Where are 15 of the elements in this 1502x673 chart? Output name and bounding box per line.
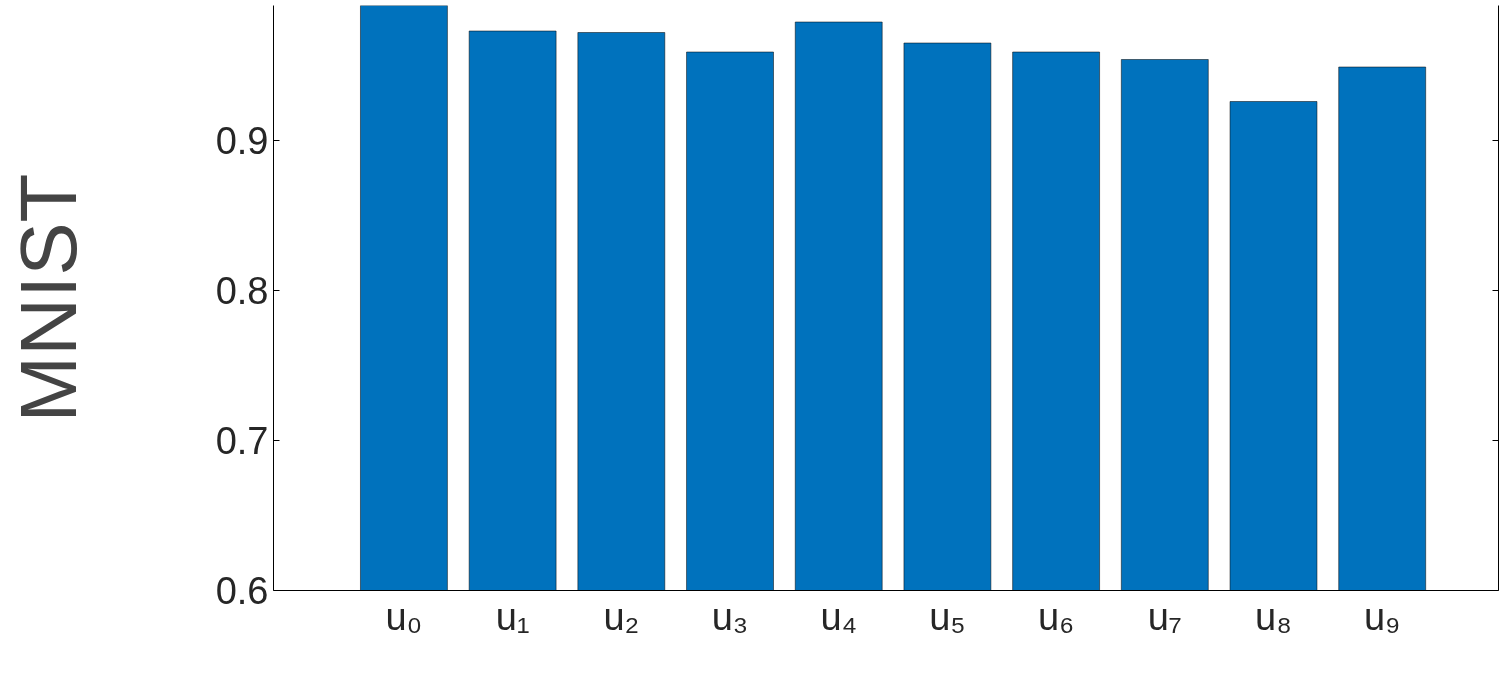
x-tick-label: u₅ <box>929 595 966 638</box>
x-tick-label: u₃ <box>711 595 749 638</box>
x-tick-label: u₄ <box>820 595 858 638</box>
y-tick-label: 0.8 <box>215 270 269 312</box>
x-tick-label: u₇ <box>1147 595 1182 638</box>
x-tick-label: u₆ <box>1037 595 1075 638</box>
x-tick-label: u₀ <box>385 595 423 638</box>
y-tick-label: 0.6 <box>215 570 269 612</box>
y-axis-title: MNIST <box>3 173 93 423</box>
x-tick-label: u₂ <box>603 595 640 638</box>
x-tick-label: u₁ <box>495 595 530 638</box>
y-tick-label: 0.9 <box>215 120 269 162</box>
x-tick-label: u₈ <box>1255 595 1292 638</box>
y-tick-label: 0.7 <box>215 420 269 462</box>
x-tick-label: u₉ <box>1364 595 1401 638</box>
